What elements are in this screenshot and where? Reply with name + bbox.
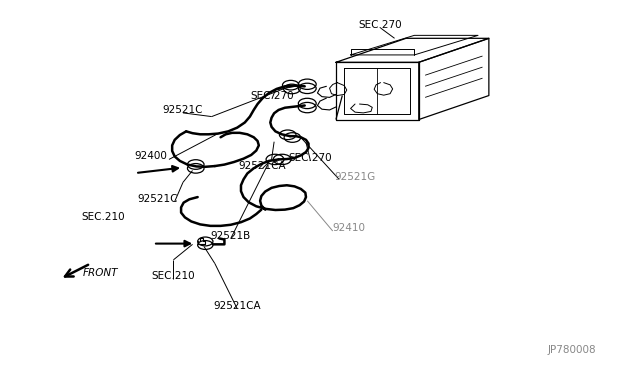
Text: 92400: 92400 bbox=[134, 151, 168, 161]
Text: SEC.270: SEC.270 bbox=[289, 153, 332, 163]
Text: 92521C: 92521C bbox=[137, 194, 178, 204]
Text: SEC.210: SEC.210 bbox=[152, 272, 195, 282]
Text: 92410: 92410 bbox=[332, 224, 365, 234]
Text: 92521C: 92521C bbox=[163, 105, 204, 115]
Text: 92521B: 92521B bbox=[211, 231, 251, 241]
Text: 92521CA: 92521CA bbox=[213, 301, 261, 311]
Text: SEC.270: SEC.270 bbox=[359, 20, 403, 31]
Text: JP780008: JP780008 bbox=[547, 345, 596, 355]
Text: FRONT: FRONT bbox=[83, 268, 118, 278]
Text: 92521G: 92521G bbox=[335, 172, 376, 182]
Text: SEC.210: SEC.210 bbox=[81, 212, 125, 222]
Text: SEC.270: SEC.270 bbox=[250, 90, 294, 100]
Text: 92521CA: 92521CA bbox=[239, 161, 287, 171]
